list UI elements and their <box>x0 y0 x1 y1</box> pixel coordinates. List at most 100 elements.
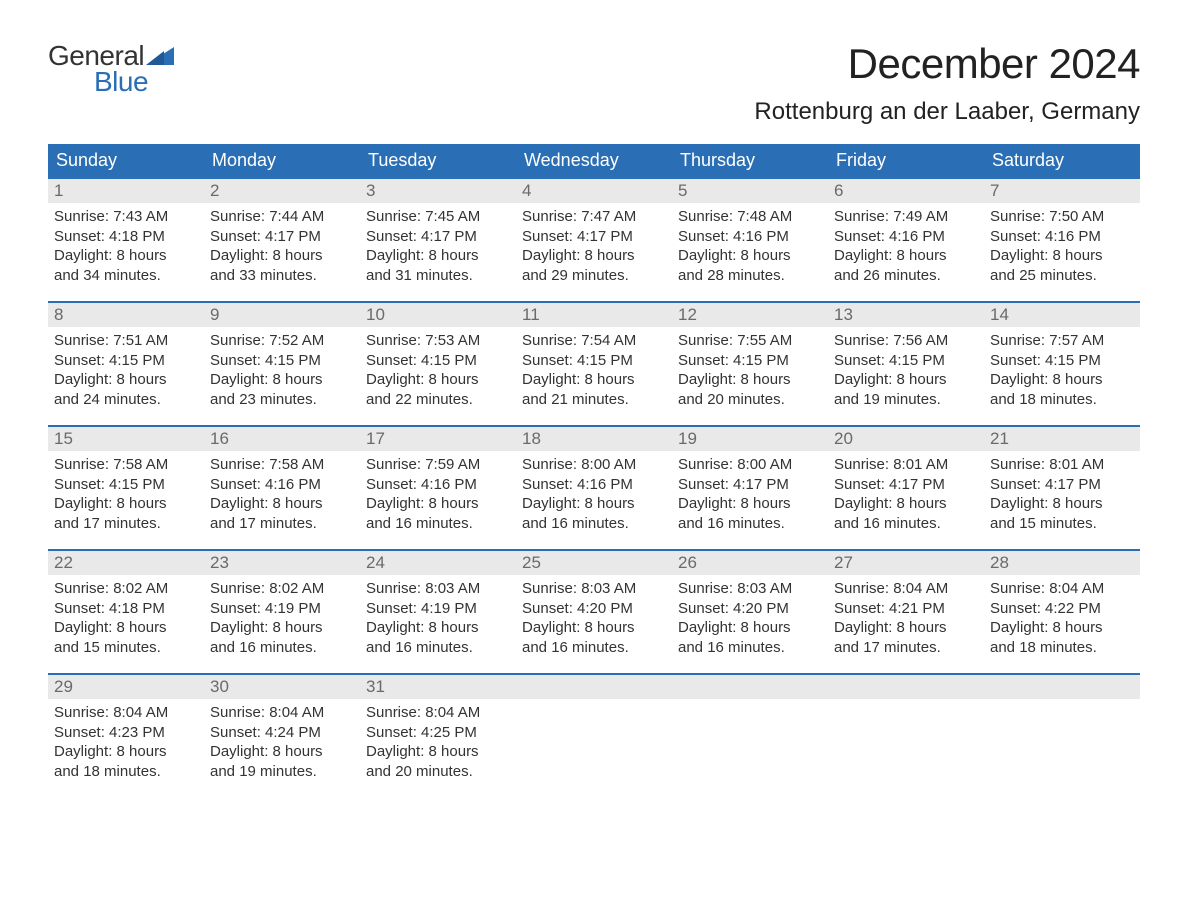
daylight-line-1: Daylight: 8 hours <box>54 370 198 390</box>
sunrise-label: Sunrise: <box>834 332 889 349</box>
sunrise-value: 7:52 AM <box>265 332 324 349</box>
sunset-line: Sunset: 4:22 PM <box>990 599 1134 619</box>
sunrise-line: Sunrise: 7:51 AM <box>54 331 198 351</box>
daylight-value-1: 8 hours <box>892 247 946 264</box>
daylight-value-1: 8 hours <box>268 619 322 636</box>
sunrise-line: Sunrise: 7:49 AM <box>834 207 978 227</box>
sunrise-value: 7:50 AM <box>1045 208 1104 225</box>
day-cell: 7Sunrise: 7:50 AMSunset: 4:16 PMDaylight… <box>984 179 1140 287</box>
daylight-label: Daylight: <box>990 371 1048 388</box>
sunset-label: Sunset: <box>678 600 729 617</box>
day-body: Sunrise: 7:55 AMSunset: 4:15 PMDaylight:… <box>672 327 828 411</box>
daylight-line-2: and 31 minutes. <box>366 266 510 286</box>
day-body: Sunrise: 7:54 AMSunset: 4:15 PMDaylight:… <box>516 327 672 411</box>
day-cell: 3Sunrise: 7:45 AMSunset: 4:17 PMDaylight… <box>360 179 516 287</box>
sunset-line: Sunset: 4:16 PM <box>366 475 510 495</box>
daylight-value-1: 8 hours <box>424 371 478 388</box>
sunset-label: Sunset: <box>834 228 885 245</box>
day-number-row: 16 <box>204 427 360 451</box>
sunset-value: 4:20 PM <box>729 600 789 617</box>
sunset-line: Sunset: 4:20 PM <box>678 599 822 619</box>
day-cell: 19Sunrise: 8:00 AMSunset: 4:17 PMDayligh… <box>672 427 828 535</box>
day-cell: 26Sunrise: 8:03 AMSunset: 4:20 PMDayligh… <box>672 551 828 659</box>
sunset-label: Sunset: <box>678 476 729 493</box>
sunset-value: 4:15 PM <box>261 352 321 369</box>
daylight-line-1: Daylight: 8 hours <box>210 742 354 762</box>
day-number-row: 1 <box>48 179 204 203</box>
daylight-line-1: Daylight: 8 hours <box>210 370 354 390</box>
daylight-line-2: and 18 minutes. <box>54 762 198 782</box>
daylight-line-1: Daylight: 8 hours <box>990 494 1134 514</box>
sunrise-value: 8:00 AM <box>577 456 636 473</box>
sunrise-label: Sunrise: <box>678 332 733 349</box>
daylight-value-1: 8 hours <box>424 619 478 636</box>
sunrise-line: Sunrise: 7:52 AM <box>210 331 354 351</box>
sunrise-line: Sunrise: 7:58 AM <box>210 455 354 475</box>
day-number: 10 <box>366 305 385 324</box>
sunrise-value: 8:04 AM <box>1045 580 1104 597</box>
daylight-line-1: Daylight: 8 hours <box>54 246 198 266</box>
day-number: 2 <box>210 181 219 200</box>
sunrise-value: 7:47 AM <box>577 208 636 225</box>
day-number: 26 <box>678 553 697 572</box>
daylight-value-1: 8 hours <box>424 247 478 264</box>
sunrise-line: Sunrise: 8:02 AM <box>210 579 354 599</box>
day-number-row: 29 <box>48 675 204 699</box>
daylight-label: Daylight: <box>54 371 112 388</box>
day-number-row: 30 <box>204 675 360 699</box>
sunrise-line: Sunrise: 8:03 AM <box>366 579 510 599</box>
weekday-header-row: Sunday Monday Tuesday Wednesday Thursday… <box>48 144 1140 177</box>
daylight-value-1: 8 hours <box>736 247 790 264</box>
day-number-row: 13 <box>828 303 984 327</box>
weekday-monday: Monday <box>204 144 360 177</box>
sunrise-value: 7:53 AM <box>421 332 480 349</box>
sunrise-line: Sunrise: 7:59 AM <box>366 455 510 475</box>
sunrise-line: Sunrise: 7:58 AM <box>54 455 198 475</box>
day-number: 3 <box>366 181 375 200</box>
day-body: Sunrise: 7:58 AMSunset: 4:15 PMDaylight:… <box>48 451 204 535</box>
day-number: 21 <box>990 429 1009 448</box>
day-number-row: 12 <box>672 303 828 327</box>
day-number-row: . <box>828 675 984 699</box>
sunset-label: Sunset: <box>366 600 417 617</box>
day-cell: 4Sunrise: 7:47 AMSunset: 4:17 PMDaylight… <box>516 179 672 287</box>
daylight-line-1: Daylight: 8 hours <box>678 618 822 638</box>
weeks-container: 1Sunrise: 7:43 AMSunset: 4:18 PMDaylight… <box>48 177 1140 783</box>
day-number-row: 4 <box>516 179 672 203</box>
day-number-row: . <box>984 675 1140 699</box>
sunset-line: Sunset: 4:18 PM <box>54 227 198 247</box>
daylight-label: Daylight: <box>54 495 112 512</box>
daylight-label: Daylight: <box>210 247 268 264</box>
sunrise-line: Sunrise: 8:04 AM <box>834 579 978 599</box>
daylight-line-2: and 33 minutes. <box>210 266 354 286</box>
day-body: Sunrise: 7:58 AMSunset: 4:16 PMDaylight:… <box>204 451 360 535</box>
sunset-line: Sunset: 4:19 PM <box>210 599 354 619</box>
sunrise-line: Sunrise: 7:57 AM <box>990 331 1134 351</box>
day-cell: 5Sunrise: 7:48 AMSunset: 4:16 PMDaylight… <box>672 179 828 287</box>
daylight-label: Daylight: <box>678 495 736 512</box>
daylight-label: Daylight: <box>366 495 424 512</box>
sunrise-label: Sunrise: <box>366 208 421 225</box>
sunrise-value: 8:04 AM <box>889 580 948 597</box>
sunrise-label: Sunrise: <box>54 704 109 721</box>
daylight-value-1: 8 hours <box>1048 619 1102 636</box>
sunset-value: 4:25 PM <box>417 724 477 741</box>
sunrise-label: Sunrise: <box>210 208 265 225</box>
sunset-value: 4:17 PM <box>417 228 477 245</box>
sunrise-label: Sunrise: <box>366 456 421 473</box>
daylight-line-2: and 17 minutes. <box>54 514 198 534</box>
sunset-value: 4:19 PM <box>417 600 477 617</box>
sunset-value: 4:16 PM <box>1041 228 1101 245</box>
sunrise-line: Sunrise: 7:43 AM <box>54 207 198 227</box>
sunset-line: Sunset: 4:17 PM <box>522 227 666 247</box>
daylight-line-1: Daylight: 8 hours <box>54 618 198 638</box>
sunrise-line: Sunrise: 7:47 AM <box>522 207 666 227</box>
daylight-value-1: 8 hours <box>580 619 634 636</box>
sunset-value: 4:21 PM <box>885 600 945 617</box>
daylight-line-2: and 29 minutes. <box>522 266 666 286</box>
sunrise-line: Sunrise: 8:04 AM <box>54 703 198 723</box>
daylight-line-2: and 24 minutes. <box>54 390 198 410</box>
day-cell: 28Sunrise: 8:04 AMSunset: 4:22 PMDayligh… <box>984 551 1140 659</box>
day-number-row: 27 <box>828 551 984 575</box>
day-cell: 10Sunrise: 7:53 AMSunset: 4:15 PMDayligh… <box>360 303 516 411</box>
